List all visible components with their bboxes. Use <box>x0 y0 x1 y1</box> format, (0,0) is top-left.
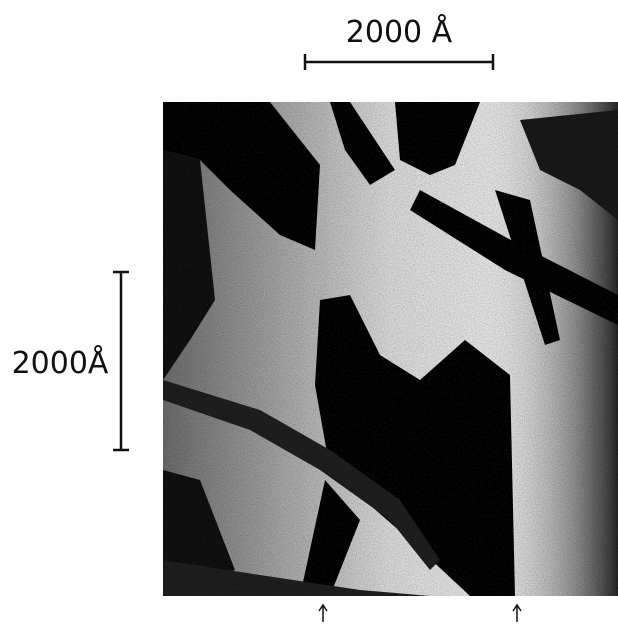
scale-bar-horizontal <box>305 54 493 70</box>
page: {"scale_bars": [{"label": "2000 Å"}, {"l… <box>0 0 618 624</box>
arrow <box>513 605 521 622</box>
stm-image <box>163 102 618 596</box>
arrow <box>319 605 327 622</box>
scale-bar-vertical <box>113 272 129 450</box>
figure: 2000 Å 2000Å <box>0 0 618 624</box>
scale-label-top: 2000 Å <box>346 14 453 50</box>
scale-label-left: 2000Å <box>12 345 109 381</box>
